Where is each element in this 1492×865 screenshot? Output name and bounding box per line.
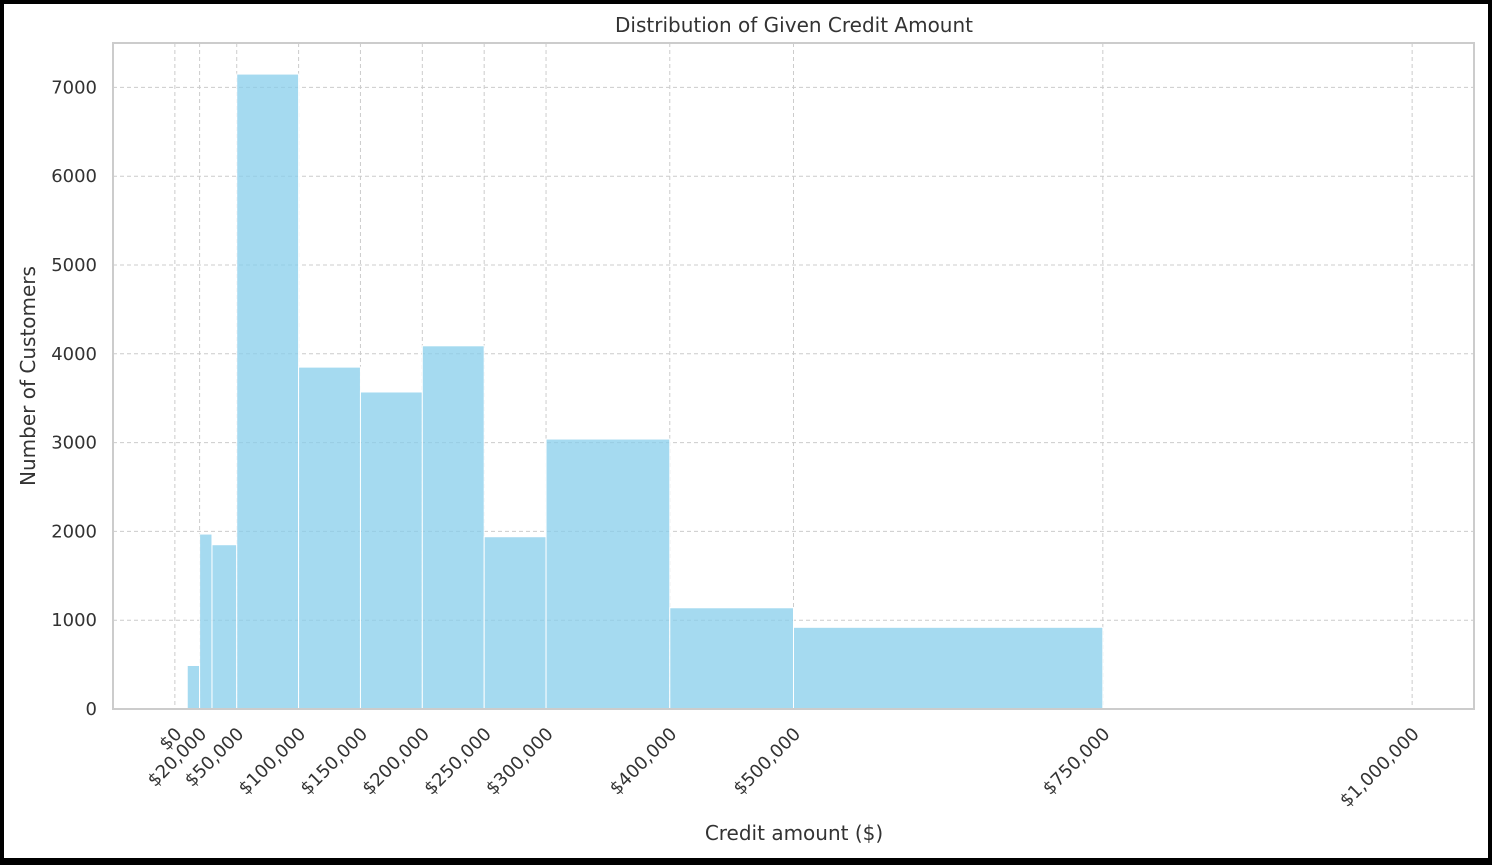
bar bbox=[199, 533, 213, 710]
x-tick-label: $1,000,000 bbox=[1336, 724, 1424, 812]
chart-frame: Distribution of Given Credit Amount $0 $2… bbox=[4, 4, 1488, 858]
y-axis-title: Number of Customers bbox=[16, 266, 40, 486]
bar bbox=[359, 391, 423, 710]
y-tick-labels: 0 1000 2000 3000 4000 5000 6000 7000 bbox=[51, 77, 97, 720]
y-tick-label: 2000 bbox=[51, 521, 97, 542]
bar bbox=[186, 664, 201, 710]
bar bbox=[298, 366, 361, 710]
y-tick-label: 0 bbox=[86, 699, 97, 720]
x-tick-label: $400,000 bbox=[606, 724, 682, 800]
plot-border bbox=[112, 42, 1475, 710]
y-tick-label: 4000 bbox=[51, 344, 97, 365]
y-tick-label: 5000 bbox=[51, 255, 97, 276]
y-tick-label: 6000 bbox=[51, 166, 97, 187]
y-tick-label: 7000 bbox=[51, 77, 97, 98]
bar bbox=[545, 438, 671, 710]
histogram-chart: Distribution of Given Credit Amount $0$2… bbox=[16, 13, 1475, 845]
x-tick-labels: $0$20,000$50,000$100,000$150,000$200,000… bbox=[144, 724, 1424, 812]
chart-title: Distribution of Given Credit Amount bbox=[615, 13, 973, 37]
x-axis-title: Credit amount ($) bbox=[705, 821, 883, 845]
bar bbox=[236, 73, 300, 710]
y-tick-label: 1000 bbox=[51, 610, 97, 631]
bar bbox=[669, 607, 794, 710]
bar bbox=[421, 345, 485, 710]
bar bbox=[211, 544, 238, 710]
x-tick-label: $750,000 bbox=[1039, 724, 1115, 800]
x-tick-label: $500,000 bbox=[729, 724, 805, 800]
histogram-bars bbox=[186, 73, 1413, 710]
bar bbox=[793, 626, 1104, 710]
x-tick-label: $300,000 bbox=[482, 724, 558, 800]
y-tick-label: 3000 bbox=[51, 433, 97, 454]
bar bbox=[483, 536, 547, 710]
